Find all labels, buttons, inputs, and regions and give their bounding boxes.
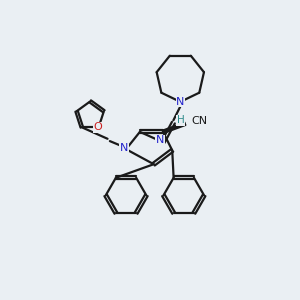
Text: H: H [177,115,185,125]
Text: CN: CN [191,116,207,127]
Text: N: N [176,97,184,107]
Text: N: N [156,135,164,146]
Text: O: O [93,122,102,132]
Text: N: N [120,142,128,153]
